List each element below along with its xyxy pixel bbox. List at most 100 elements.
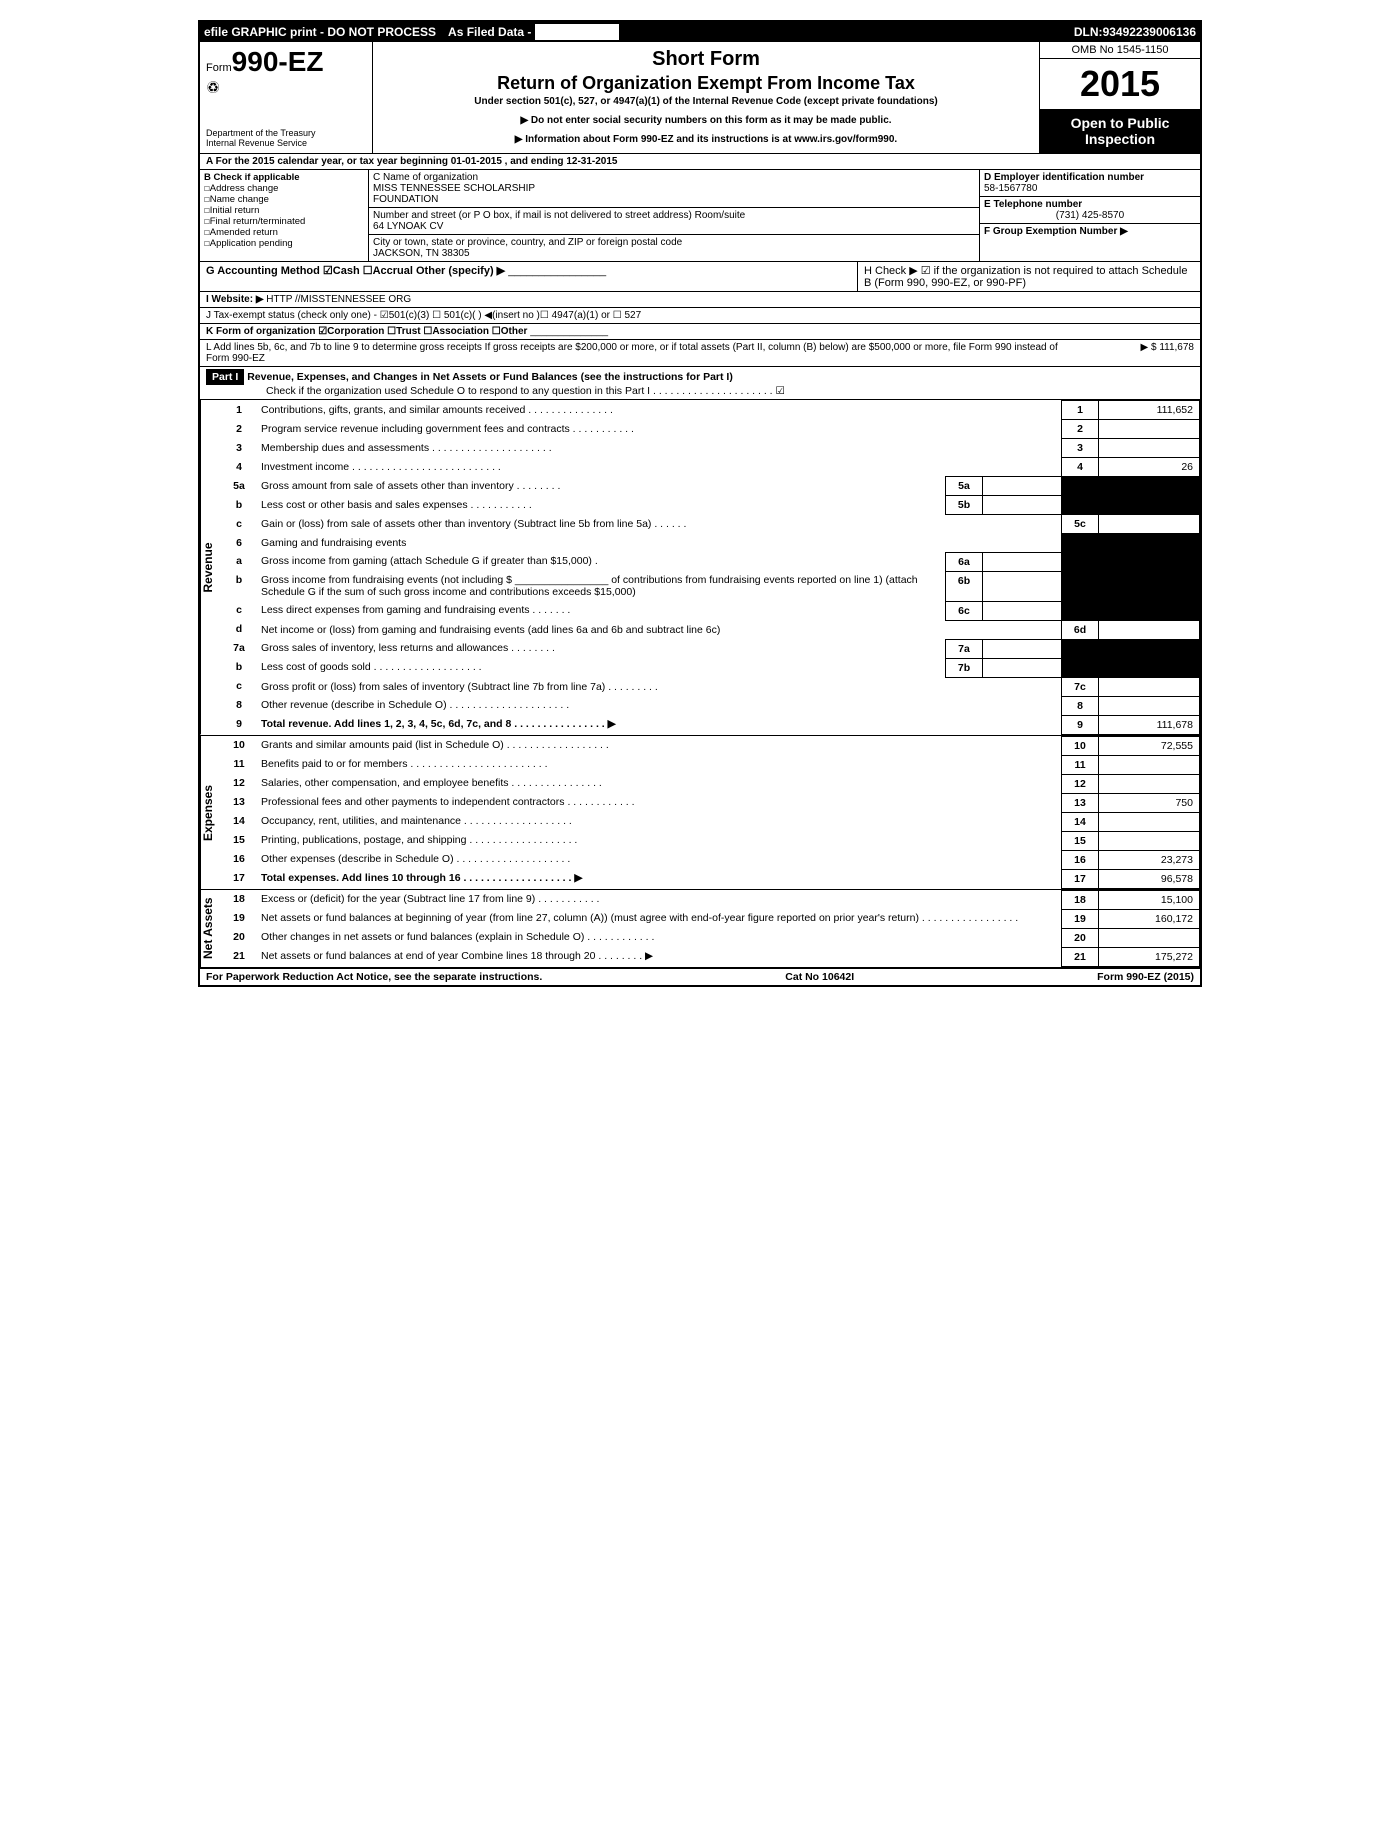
line-8-desc: Other revenue (describe in Schedule O) .… — [257, 696, 1062, 715]
dln-value: 93492239006136 — [1103, 25, 1196, 39]
line-6b-desc: Gross income from fundraising events (no… — [257, 571, 946, 601]
line-7b-desc: Less cost of goods sold . . . . . . . . … — [257, 658, 946, 677]
box-d-label: D Employer identification number — [984, 172, 1144, 183]
asfiled-input[interactable] — [535, 24, 619, 40]
netassets-table: 18Excess or (deficit) for the year (Subt… — [221, 890, 1200, 967]
line-7c-desc: Gross profit or (loss) from sales of inv… — [257, 677, 1062, 696]
footer-cat: Cat No 10642I — [785, 971, 854, 983]
omb-number: OMB No 1545-1150 — [1040, 42, 1200, 59]
box-c-label2: Number and street (or P O box, if mail i… — [373, 210, 745, 221]
asfiled-label: As Filed Data - — [448, 25, 531, 39]
box-c: C Name of organization MISS TENNESSEE SC… — [369, 170, 979, 261]
line-9-desc: Total revenue. Add lines 1, 2, 3, 4, 5c,… — [257, 715, 1062, 734]
chk-final[interactable]: ☐Final return/terminated — [204, 216, 364, 227]
line-8-val — [1099, 696, 1200, 715]
revenue-table: 1Contributions, gifts, grants, and simil… — [221, 400, 1200, 735]
line-10-val: 72,555 — [1099, 736, 1200, 755]
line-11-desc: Benefits paid to or for members . . . . … — [257, 755, 1062, 774]
dept-treasury: Department of the Treasury — [206, 128, 366, 138]
vlabel-netassets: Net Assets — [200, 890, 221, 967]
line-4-desc: Investment income . . . . . . . . . . . … — [257, 458, 1062, 477]
line-6a-desc: Gross income from gaming (attach Schedul… — [257, 552, 946, 571]
line-15-desc: Printing, publications, postage, and shi… — [257, 831, 1062, 850]
line-17-val: 96,578 — [1099, 869, 1200, 888]
dln-label: DLN: — [1074, 25, 1103, 39]
note-ssn: ▶ Do not enter social security numbers o… — [379, 115, 1033, 126]
line-14-desc: Occupancy, rent, utilities, and maintena… — [257, 812, 1062, 831]
org-name-2: FOUNDATION — [373, 194, 438, 205]
dept-irs: Internal Revenue Service — [206, 138, 366, 148]
line-12-val — [1099, 774, 1200, 793]
tax-year: 2015 — [1040, 59, 1200, 109]
line-i: I Website: ▶ HTTP //MISSTENNESSEE ORG — [200, 292, 1200, 308]
line-13-desc: Professional fees and other payments to … — [257, 793, 1062, 812]
part-1-check: Check if the organization used Schedule … — [206, 385, 785, 397]
vlabel-expenses: Expenses — [200, 736, 221, 889]
line-a-text: A For the 2015 calendar year, or tax yea… — [206, 156, 617, 167]
line-1-val: 111,652 — [1099, 401, 1200, 420]
open-to-public: Open to Public Inspection — [1040, 109, 1200, 153]
line-11-val — [1099, 755, 1200, 774]
chk-initial[interactable]: ☐Initial return — [204, 205, 364, 216]
line-l: L Add lines 5b, 6c, and 7b to line 9 to … — [200, 340, 1200, 367]
line-3-val — [1099, 439, 1200, 458]
line-a: A For the 2015 calendar year, or tax yea… — [200, 154, 1200, 170]
header: Form990-EZ ♽ Department of the Treasury … — [200, 42, 1200, 154]
line-10-desc: Grants and similar amounts paid (list in… — [257, 736, 1062, 755]
title-return: Return of Organization Exempt From Incom… — [379, 73, 1033, 94]
title-short-form: Short Form — [379, 48, 1033, 71]
line-9-val: 111,678 — [1099, 715, 1200, 734]
efile-label: efile GRAPHIC print - DO NOT PROCESS — [204, 25, 436, 39]
box-b-title: B Check if applicable — [204, 172, 300, 183]
footer: For Paperwork Reduction Act Notice, see … — [200, 969, 1200, 985]
chk-pending[interactable]: ☐Application pending — [204, 238, 364, 249]
form-num-big: 990-EZ — [232, 46, 324, 77]
line-19-desc: Net assets or fund balances at beginning… — [257, 909, 1062, 928]
note-info-text: ▶ Information about Form 990-EZ and its … — [515, 134, 792, 145]
org-address: 64 LYNOAK CV — [373, 221, 443, 232]
line-g-text: G Accounting Method ☑Cash ☐Accrual Other… — [206, 265, 505, 277]
subtitle: Under section 501(c), 527, or 4947(a)(1)… — [379, 96, 1033, 107]
line-12-desc: Salaries, other compensation, and employ… — [257, 774, 1062, 793]
box-b: B Check if applicable ☐Address change ☐N… — [200, 170, 369, 261]
line-1-desc: Contributions, gifts, grants, and simila… — [257, 401, 1062, 420]
footer-left: For Paperwork Reduction Act Notice, see … — [206, 971, 542, 983]
chk-name[interactable]: ☐Name change — [204, 194, 364, 205]
line-14-val — [1099, 812, 1200, 831]
box-f-label: F Group Exemption Number ▶ — [984, 226, 1128, 237]
phone-value: (731) 425-8570 — [984, 210, 1196, 221]
expenses-table: 10Grants and similar amounts paid (list … — [221, 736, 1200, 889]
line-6d-val — [1099, 620, 1200, 639]
note-info: ▶ Information about Form 990-EZ and its … — [379, 134, 1033, 145]
form-990ez: efile GRAPHIC print - DO NOT PROCESS As … — [198, 20, 1202, 987]
line-5b-desc: Less cost or other basis and sales expen… — [257, 496, 946, 515]
chk-address[interactable]: ☐Address change — [204, 183, 364, 194]
part-1-header: Part I Revenue, Expenses, and Changes in… — [200, 367, 1200, 400]
line-h: H Check ▶ ☑ if the organization is not r… — [858, 262, 1200, 291]
vlabel-revenue: Revenue — [200, 400, 221, 735]
line-3-desc: Membership dues and assessments . . . . … — [257, 439, 1062, 458]
line-15-val — [1099, 831, 1200, 850]
line-17-desc: Total expenses. Add lines 10 through 16 … — [257, 869, 1062, 888]
form-prefix: Form — [206, 62, 232, 74]
irs-link[interactable]: www.irs.gov/form990 — [794, 134, 894, 145]
line-5a-desc: Gross amount from sale of assets other t… — [257, 477, 946, 496]
line-16-desc: Other expenses (describe in Schedule O) … — [257, 850, 1062, 869]
box-def: D Employer identification number 58-1567… — [979, 170, 1200, 261]
line-2-desc: Program service revenue including govern… — [257, 420, 1062, 439]
info-grid: B Check if applicable ☐Address change ☐N… — [200, 170, 1200, 262]
chk-amended[interactable]: ☐Amended return — [204, 227, 364, 238]
org-name-1: MISS TENNESSEE SCHOLARSHIP — [373, 183, 535, 194]
line-k: K Form of organization ☑Corporation ☐Tru… — [200, 324, 1200, 340]
box-c-label1: C Name of organization — [373, 172, 478, 183]
form-number: Form990-EZ — [206, 46, 366, 78]
top-bar: efile GRAPHIC print - DO NOT PROCESS As … — [200, 22, 1200, 42]
line-6d-desc: Net income or (loss) from gaming and fun… — [257, 620, 1062, 639]
line-20-val — [1099, 928, 1200, 947]
box-c-label3: City or town, state or province, country… — [373, 237, 682, 248]
line-20-desc: Other changes in net assets or fund bala… — [257, 928, 1062, 947]
line-7c-val — [1099, 677, 1200, 696]
line-k-text: K Form of organization ☑Corporation ☐Tru… — [206, 326, 527, 337]
website-link[interactable]: HTTP //MISSTENNESSEE ORG — [266, 294, 411, 305]
line-18-val: 15,100 — [1099, 890, 1200, 909]
